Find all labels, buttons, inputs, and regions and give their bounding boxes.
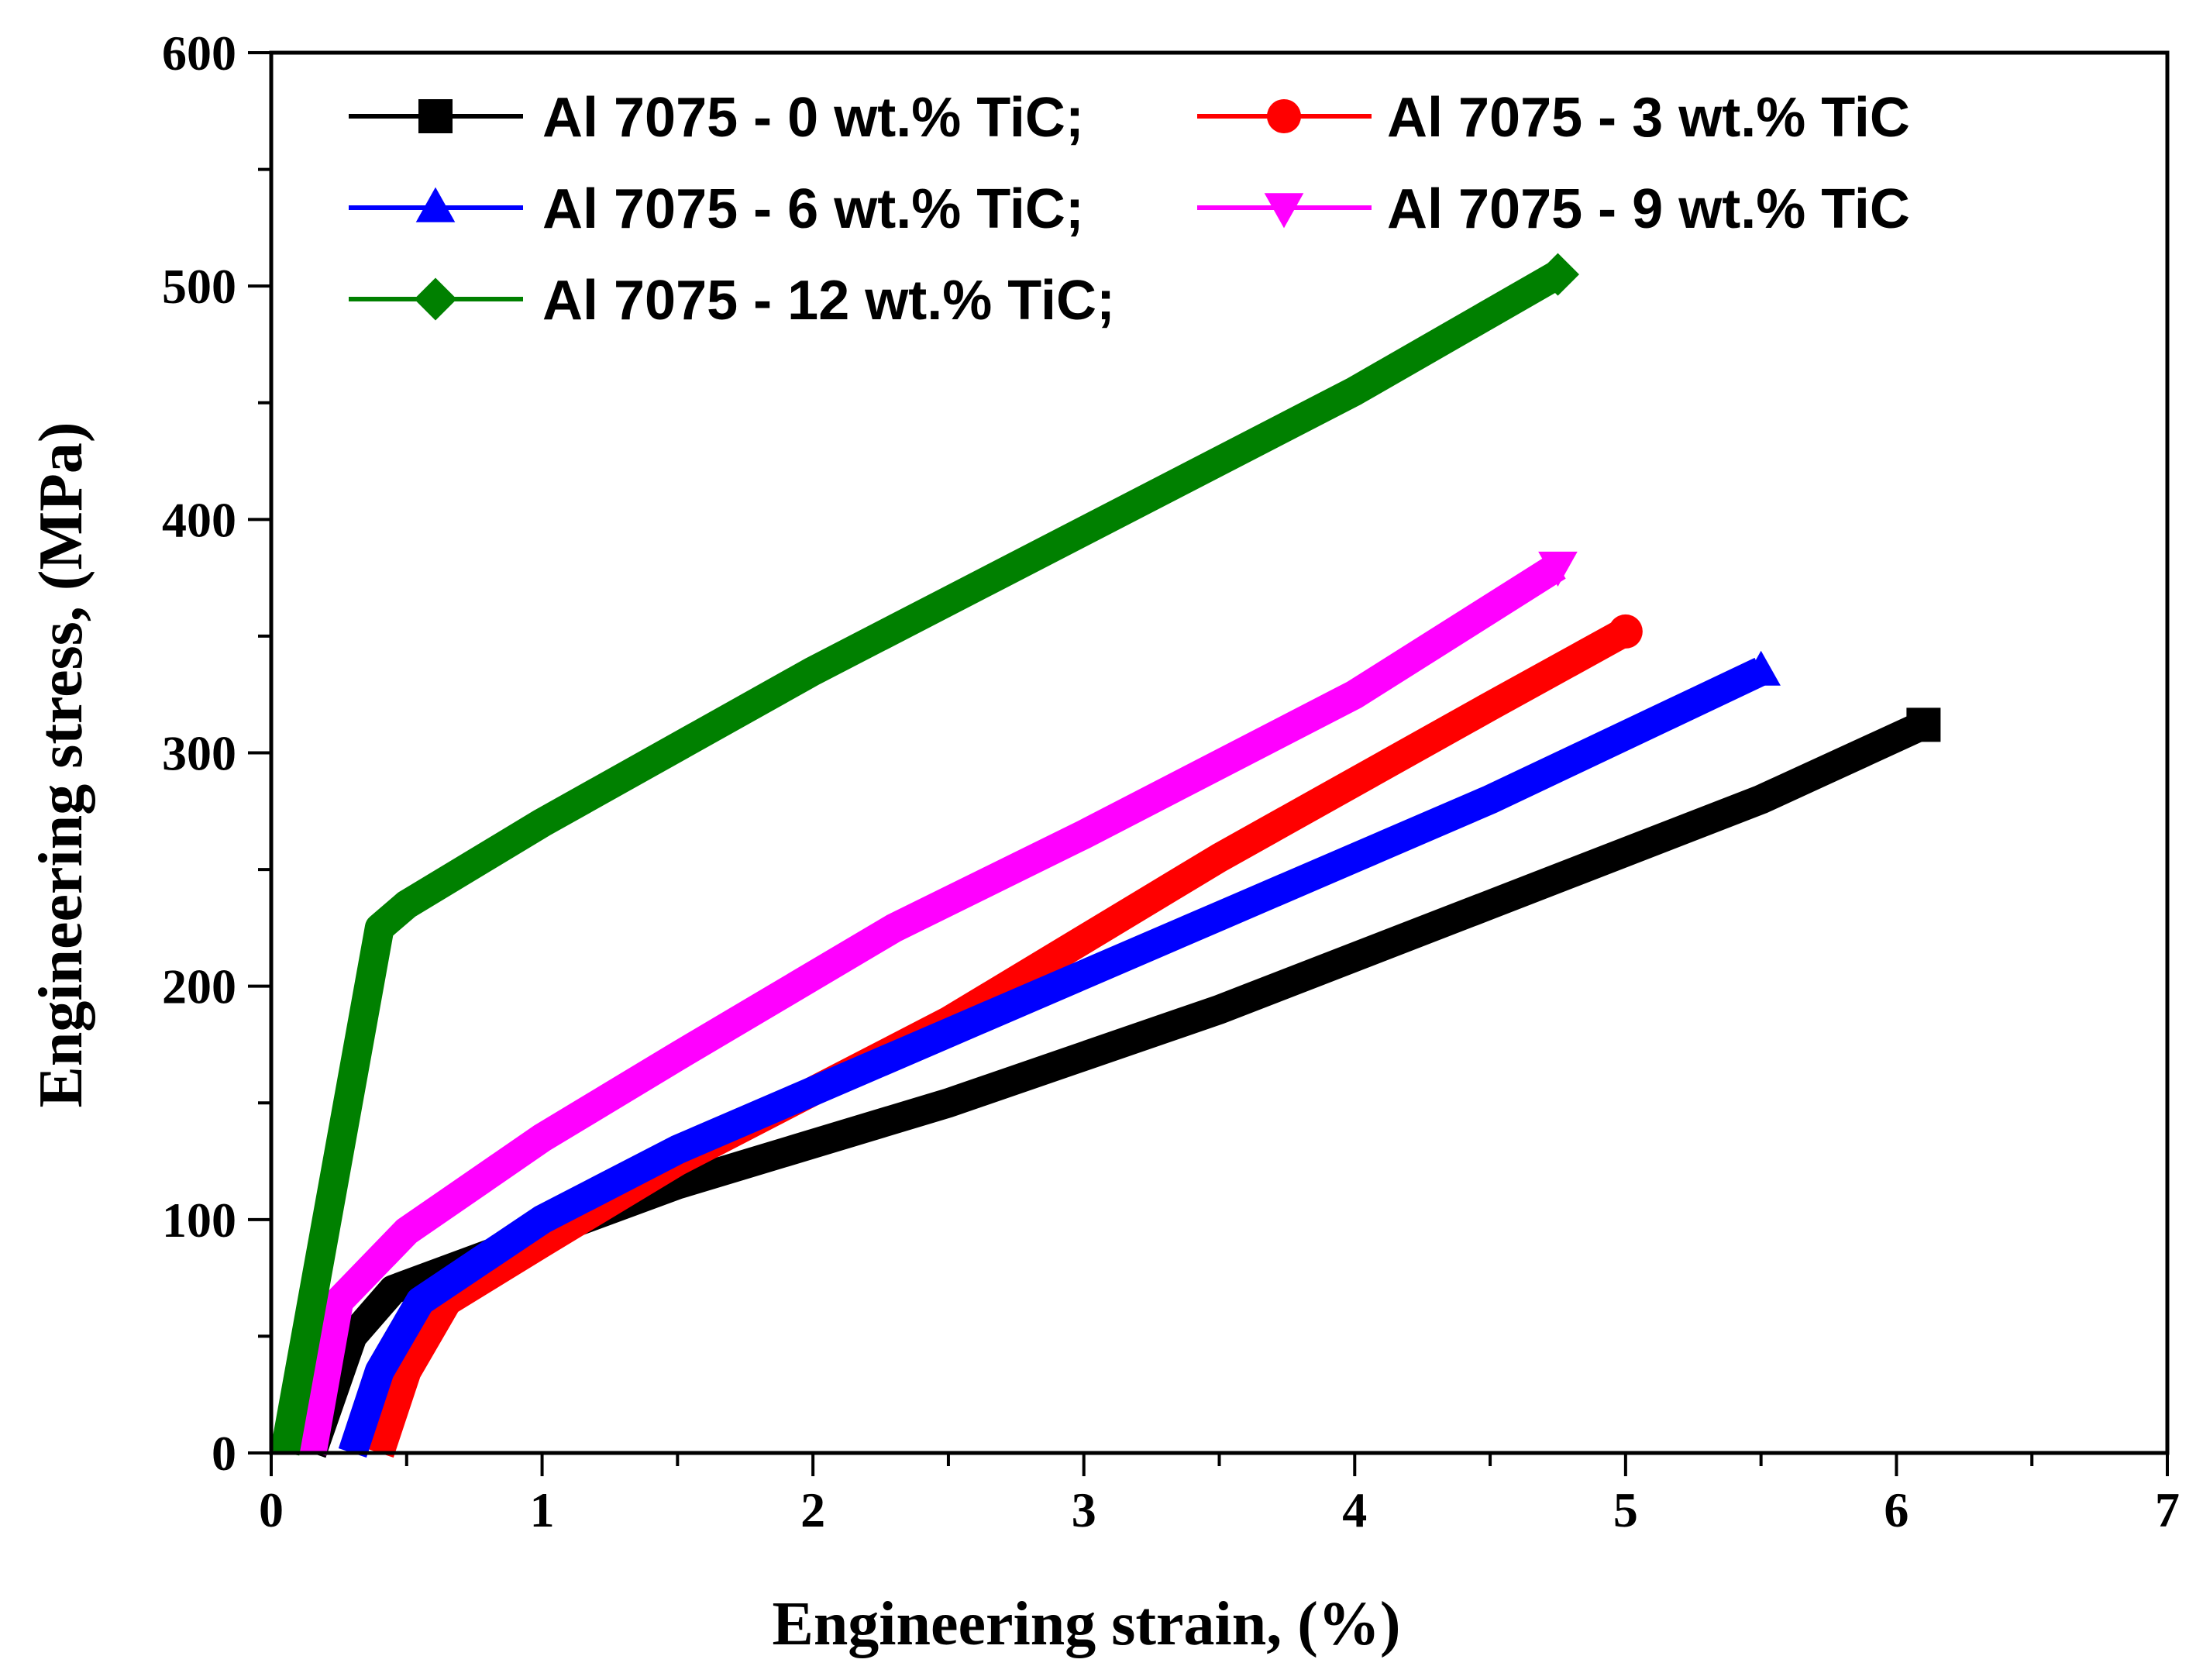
x-tick-label: 6 bbox=[1884, 1482, 1909, 1537]
legend-label: Al 7075 - 12 wt.% TiC; bbox=[542, 270, 1115, 332]
legend-marker-diamond bbox=[414, 277, 457, 321]
legend-marker-square bbox=[418, 99, 453, 133]
axis-ticks bbox=[248, 51, 2169, 1476]
series-end-marker-1 bbox=[1906, 707, 1941, 742]
legend-label: Al 7075 - 3 wt.% TiC bbox=[1387, 87, 1910, 149]
series-line-1 bbox=[298, 711, 1930, 1458]
x-tick-label: 2 bbox=[800, 1482, 825, 1537]
y-tick-label: 100 bbox=[162, 1193, 236, 1248]
legend-label: Al 7075 - 9 wt.% TiC bbox=[1387, 178, 1910, 240]
y-tick-label: 400 bbox=[162, 492, 236, 547]
y-tick-label: 0 bbox=[212, 1426, 236, 1481]
series-end-marker-4 bbox=[1538, 551, 1578, 587]
series-line-3 bbox=[338, 657, 1767, 1458]
y-tick-label: 200 bbox=[162, 959, 236, 1014]
x-tick-label: 5 bbox=[1613, 1482, 1638, 1537]
series-end-marker-2 bbox=[1608, 614, 1643, 649]
curves-layer bbox=[270, 253, 1941, 1458]
x-tick-label: 3 bbox=[1072, 1482, 1096, 1537]
legend-entry-5: Al 7075 - 12 wt.% TiC; bbox=[349, 270, 1115, 332]
x-tick-label: 0 bbox=[259, 1482, 284, 1537]
x-axis-label: Engineering strain, (%) bbox=[772, 1590, 1400, 1658]
x-tick-label: 1 bbox=[530, 1482, 555, 1537]
legend-entry-2: Al 7075 - 3 wt.% TiC bbox=[1197, 87, 1910, 149]
series-end-marker-5 bbox=[1536, 253, 1579, 296]
x-tick-label: 7 bbox=[2155, 1482, 2180, 1537]
legend-marker-triangle-down bbox=[1264, 193, 1304, 229]
legend-label: Al 7075 - 6 wt.% TiC; bbox=[542, 178, 1084, 240]
series-line-2 bbox=[365, 618, 1633, 1458]
tick-labels: 0 1 2 3 4 5 6 7 0 100 200 300 400 500 600 bbox=[162, 26, 2180, 1537]
series-line-5 bbox=[270, 261, 1565, 1456]
legend-entry-4: Al 7075 - 9 wt.% TiC bbox=[1197, 178, 1910, 240]
legend-label: Al 7075 - 0 wt.% TiC; bbox=[542, 87, 1084, 149]
series-end-marker-3 bbox=[1741, 650, 1781, 686]
y-tick-label: 500 bbox=[162, 259, 236, 314]
y-axis-label: Engineering stress, (MPa) bbox=[27, 422, 95, 1107]
legend-entry-3: Al 7075 - 6 wt.% TiC; bbox=[349, 178, 1084, 240]
legend-marker-triangle-up bbox=[415, 187, 456, 222]
legend-marker-circle bbox=[1267, 99, 1301, 133]
legend-entry-1: Al 7075 - 0 wt.% TiC; bbox=[349, 87, 1084, 149]
legend: Al 7075 - 0 wt.% TiC; Al 7075 - 3 wt.% Ti… bbox=[349, 87, 1910, 332]
y-tick-label: 300 bbox=[162, 726, 236, 781]
series-line-4 bbox=[297, 553, 1566, 1456]
x-tick-label: 4 bbox=[1342, 1482, 1367, 1537]
y-tick-label: 600 bbox=[162, 26, 236, 81]
